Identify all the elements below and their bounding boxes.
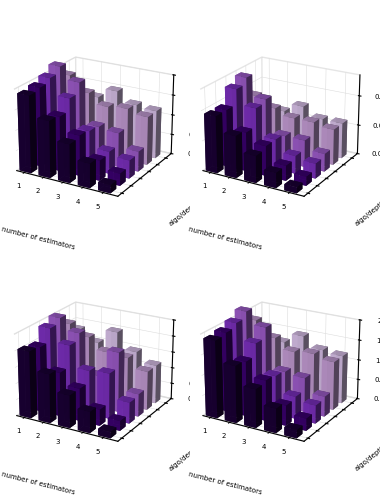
Y-axis label: algo/depth: algo/depth — [168, 199, 201, 227]
Y-axis label: algo/depth: algo/depth — [354, 199, 380, 227]
Y-axis label: algo/depth: algo/depth — [168, 444, 201, 472]
Y-axis label: algo/depth: algo/depth — [354, 444, 380, 472]
X-axis label: number of estimators: number of estimators — [187, 226, 262, 251]
X-axis label: number of estimators: number of estimators — [187, 472, 262, 496]
X-axis label: number of estimators: number of estimators — [1, 226, 76, 251]
X-axis label: number of estimators: number of estimators — [1, 472, 76, 496]
